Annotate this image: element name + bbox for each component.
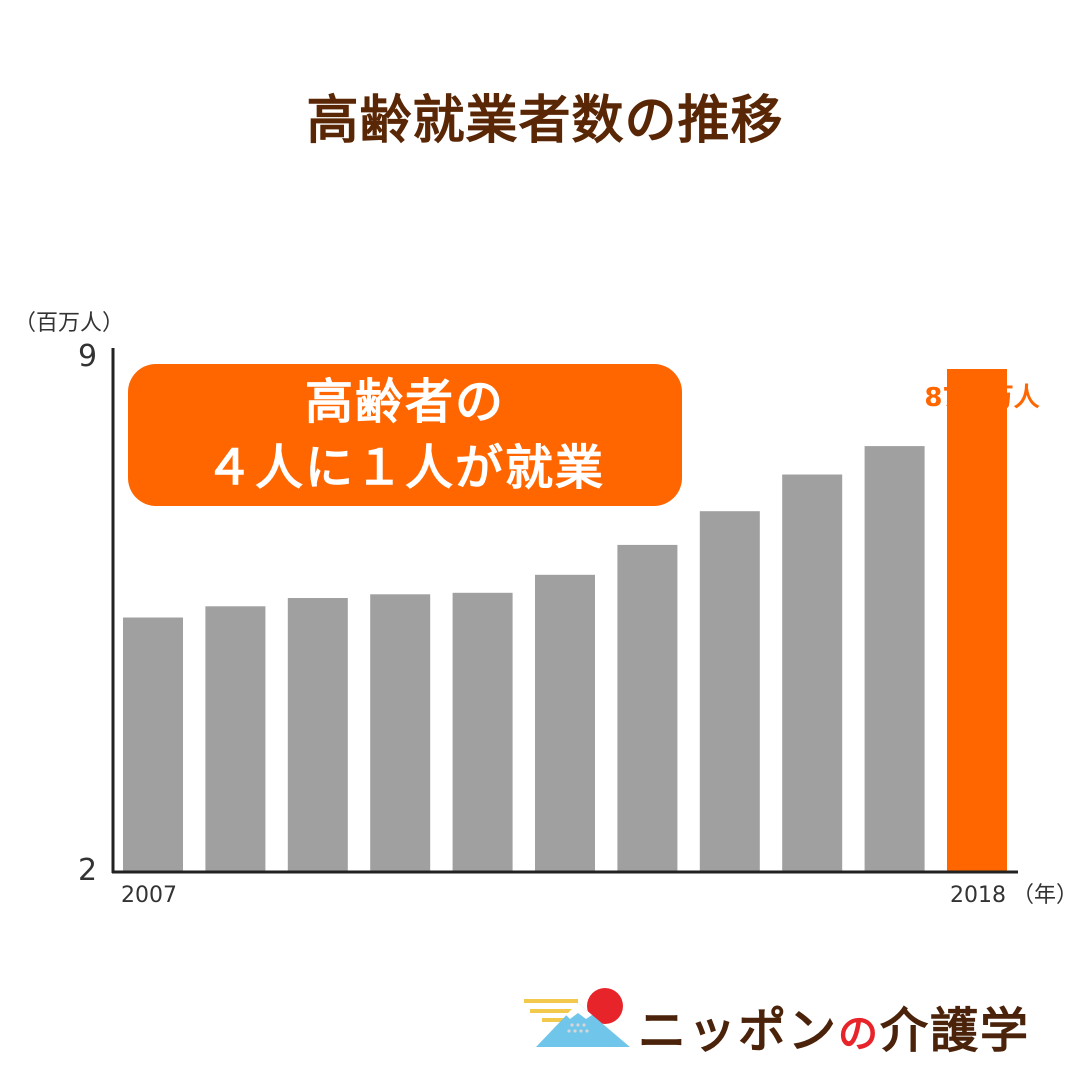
highlight-value-label: 872 万人 [924, 383, 1039, 413]
x-tick-first: 2007 [121, 883, 177, 908]
y-unit-label: （百万人） [14, 311, 124, 336]
bar-2018 [947, 369, 1007, 872]
brand-name-suffix: 介護学 [880, 1003, 1031, 1059]
bar-2013 [617, 544, 678, 872]
callout-badge: 高齢者の ４人に１人が就業 [128, 364, 682, 506]
chart-title: 高齢就業者数の推移 [306, 91, 784, 151]
x-unit-label: （年） [1012, 883, 1078, 908]
bar-2010 [370, 594, 431, 872]
brand-name-particle: の [838, 1011, 881, 1057]
brand-name-prefix: ニッポン [638, 1003, 839, 1059]
y-tick-max: 9 [78, 339, 97, 374]
y-tick-min: 2 [78, 853, 97, 888]
bar-2012 [535, 574, 595, 872]
bar-2015 [782, 474, 843, 872]
bar-2014 [699, 511, 760, 872]
callout-line-1: 高齢者の [304, 374, 505, 430]
mount-fuji-icon [524, 988, 630, 1047]
bar-2011 [452, 592, 513, 872]
brand-name: ニッポンの介護学 [638, 991, 1030, 1061]
bar-2008 [205, 606, 266, 872]
bar-2007 [123, 617, 183, 872]
brand-logo: ニッポンの介護学 [520, 985, 1080, 1059]
callout-line-2: ４人に１人が就業 [204, 440, 605, 496]
bar-2016 [864, 446, 925, 872]
bars-group [123, 369, 1007, 872]
x-tick-last: 2018 [950, 883, 1006, 908]
bar-2009 [287, 598, 348, 872]
